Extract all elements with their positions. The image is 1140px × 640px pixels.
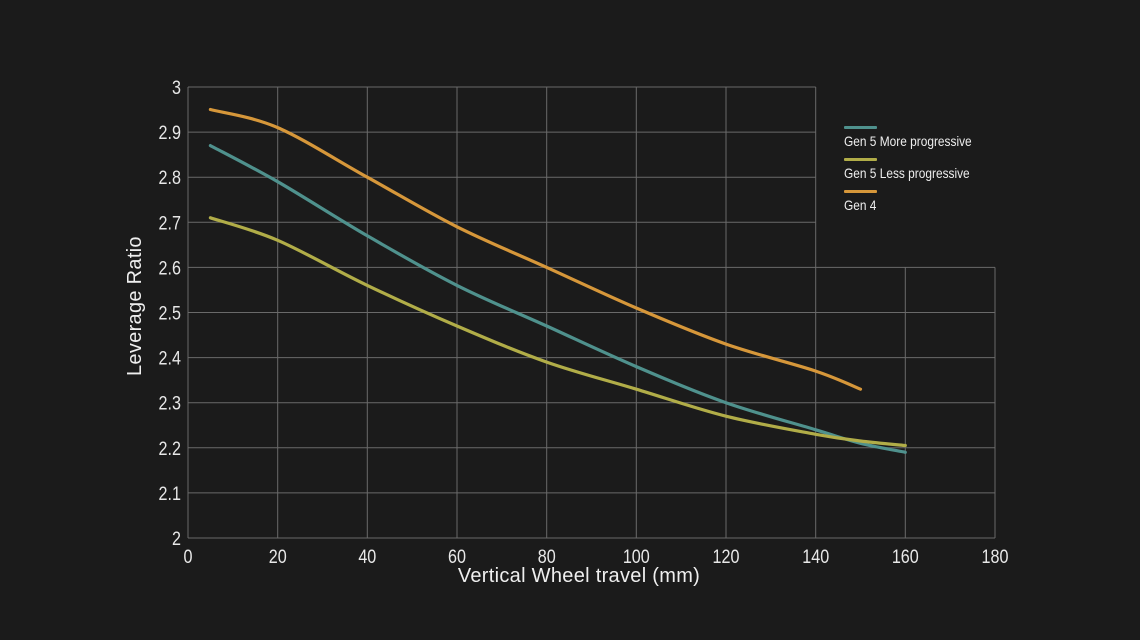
- legend-label: Gen 4: [844, 197, 877, 213]
- legend-label: Gen 5 Less progressive: [844, 165, 970, 181]
- x-tick-label: 180: [982, 546, 1009, 568]
- x-tick-label: 40: [358, 546, 376, 568]
- y-tick-label: 2.1: [159, 483, 181, 505]
- series-line-gen-5-more-progressive: [208, 144, 907, 454]
- legend: Gen 5 More progressive Gen 5 Less progres…: [844, 126, 994, 222]
- x-tick-label: 100: [623, 546, 650, 568]
- legend-label: Gen 5 More progressive: [844, 133, 972, 149]
- legend-item: Gen 5 More progressive: [844, 126, 994, 149]
- legend-swatch-icon: [844, 190, 877, 193]
- legend-swatch-icon: [844, 158, 877, 161]
- y-tick-label: 2.5: [159, 302, 182, 324]
- series-lines: [208, 107, 907, 454]
- y-tick-label: 2: [172, 528, 181, 550]
- y-tick-label: 3: [172, 77, 181, 99]
- x-tick-label: 120: [713, 546, 740, 568]
- y-tick-label: 2.7: [159, 212, 181, 234]
- series-line-gen-4: [208, 107, 863, 391]
- y-tick-label: 2.9: [159, 122, 181, 144]
- x-tick-label: 80: [538, 546, 556, 568]
- x-tick-label: 60: [448, 546, 466, 568]
- x-axis-title: Vertical Wheel travel (mm): [457, 565, 701, 587]
- legend-swatch-icon: [844, 126, 877, 129]
- y-tick-label: 2.8: [159, 167, 182, 189]
- grid-lines: [187, 86, 996, 539]
- y-tick-label: 2.3: [159, 392, 182, 414]
- x-tick-label: 20: [269, 546, 287, 568]
- x-tick-label: 140: [802, 546, 829, 568]
- legend-item: Gen 4: [844, 190, 994, 213]
- series-line-gen-5-less-progressive: [208, 216, 907, 448]
- legend-item: Gen 5 Less progressive: [844, 158, 994, 181]
- x-tick-label: 160: [892, 546, 919, 568]
- y-tick-label: 2.6: [159, 257, 182, 279]
- y-tick-label: 2.4: [159, 347, 182, 369]
- tick-labels: 2 2.1 2.2 2.3 2.4 2.5 2.6 2.7 2.8 2.9 3 0 20 40 60 80 10…: [159, 77, 1009, 568]
- y-axis-title: Leverage Ratio: [124, 236, 146, 376]
- x-tick-label: 0: [184, 546, 193, 568]
- y-tick-label: 2.2: [159, 438, 181, 460]
